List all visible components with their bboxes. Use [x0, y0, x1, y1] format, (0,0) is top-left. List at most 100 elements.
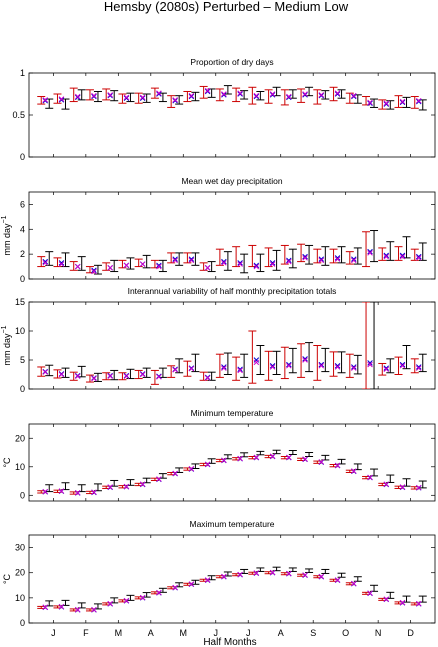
data-point [269, 91, 276, 97]
data-point [42, 604, 48, 610]
data-point [58, 260, 65, 266]
data-point [269, 92, 276, 98]
data-point [91, 489, 97, 495]
data-point [139, 95, 146, 101]
data-point [91, 93, 97, 100]
data-point [91, 375, 97, 382]
data-point [58, 603, 65, 610]
chart-panel-4: Minimum temperature 0 10 20 °C [2, 408, 436, 502]
data-point [58, 488, 65, 494]
y-tick-label: 0 [20, 618, 25, 628]
month-label: M [180, 628, 188, 638]
y-tick-label: 1 [20, 68, 25, 78]
data-point [334, 462, 341, 469]
panel-title: Mean wet day precipitation [181, 176, 282, 186]
data-point [351, 580, 357, 587]
data-point [416, 484, 422, 491]
data-point [399, 253, 406, 260]
month-label: J [51, 628, 56, 638]
data-point [367, 361, 373, 368]
data-point [107, 600, 113, 607]
data-point [286, 570, 292, 577]
data-point [188, 93, 195, 100]
data-point [156, 91, 162, 97]
data-point [269, 261, 276, 267]
data-point [334, 577, 341, 583]
plot-frame [28, 534, 436, 624]
data-point [253, 570, 260, 576]
data-point [253, 359, 260, 366]
data-point [399, 99, 406, 106]
data-point [42, 260, 48, 266]
data-point [237, 90, 243, 96]
data-point [123, 483, 130, 490]
month-label: N [375, 628, 382, 638]
data-point [74, 373, 81, 379]
data-point [91, 268, 97, 275]
data-marks [37, 85, 427, 111]
data-point [367, 360, 373, 366]
data-point [221, 364, 227, 370]
data-point [383, 100, 390, 106]
data-point [383, 596, 390, 602]
data-point [107, 373, 113, 379]
data-point [204, 265, 211, 271]
data-point [351, 365, 357, 371]
y-axis-label: °C [2, 457, 12, 468]
data-point [139, 481, 146, 487]
data-point [156, 263, 162, 270]
data-point [139, 594, 146, 601]
data-point [399, 363, 406, 369]
y-axis-label-text: °C [2, 457, 12, 468]
data-point [188, 466, 195, 472]
data-point [286, 361, 292, 368]
y-tick-label: 10 [15, 462, 25, 472]
data-point [367, 99, 373, 106]
data-point [416, 255, 422, 261]
data-point [302, 572, 308, 578]
data-point [399, 599, 406, 606]
data-point [91, 92, 97, 99]
data-point [302, 253, 308, 260]
data-point [74, 606, 81, 613]
data-point [351, 257, 357, 264]
y-axis-label-text: mm day [2, 333, 12, 366]
data-point [351, 364, 357, 370]
data-point [42, 369, 48, 375]
data-point [318, 363, 325, 369]
data-point [237, 91, 243, 97]
data-point [123, 94, 130, 101]
data-point [172, 97, 178, 103]
chart-panel-1: Proportion of dry days 0 0.5 1 [12, 57, 436, 162]
data-point [123, 597, 130, 604]
data-point [253, 454, 260, 461]
data-point [416, 97, 422, 104]
data-point [253, 262, 260, 269]
data-point [237, 261, 243, 267]
data-point [221, 365, 227, 371]
data-point [318, 459, 325, 465]
month-label: D [407, 628, 414, 638]
y-tick-label: 2 [20, 249, 25, 259]
month-label: O [342, 628, 349, 638]
data-point [42, 258, 48, 265]
data-point [334, 91, 341, 97]
data-point [42, 488, 48, 495]
data-point [367, 474, 373, 481]
data-point [399, 252, 406, 259]
plot-frame [28, 301, 436, 390]
data-point [139, 371, 146, 378]
data-point [91, 267, 97, 274]
chart-panel-3: Interannual variability of half monthly … [1, 286, 436, 394]
month-label: M [115, 628, 123, 638]
data-point [188, 365, 195, 372]
data-marks [37, 566, 427, 613]
panel-title: Proportion of dry days [190, 57, 273, 67]
data-point [139, 94, 146, 101]
data-point [172, 97, 178, 104]
y-axis-label: °C [2, 573, 12, 584]
data-point [383, 366, 390, 373]
data-point [237, 367, 243, 374]
data-point [399, 484, 406, 490]
